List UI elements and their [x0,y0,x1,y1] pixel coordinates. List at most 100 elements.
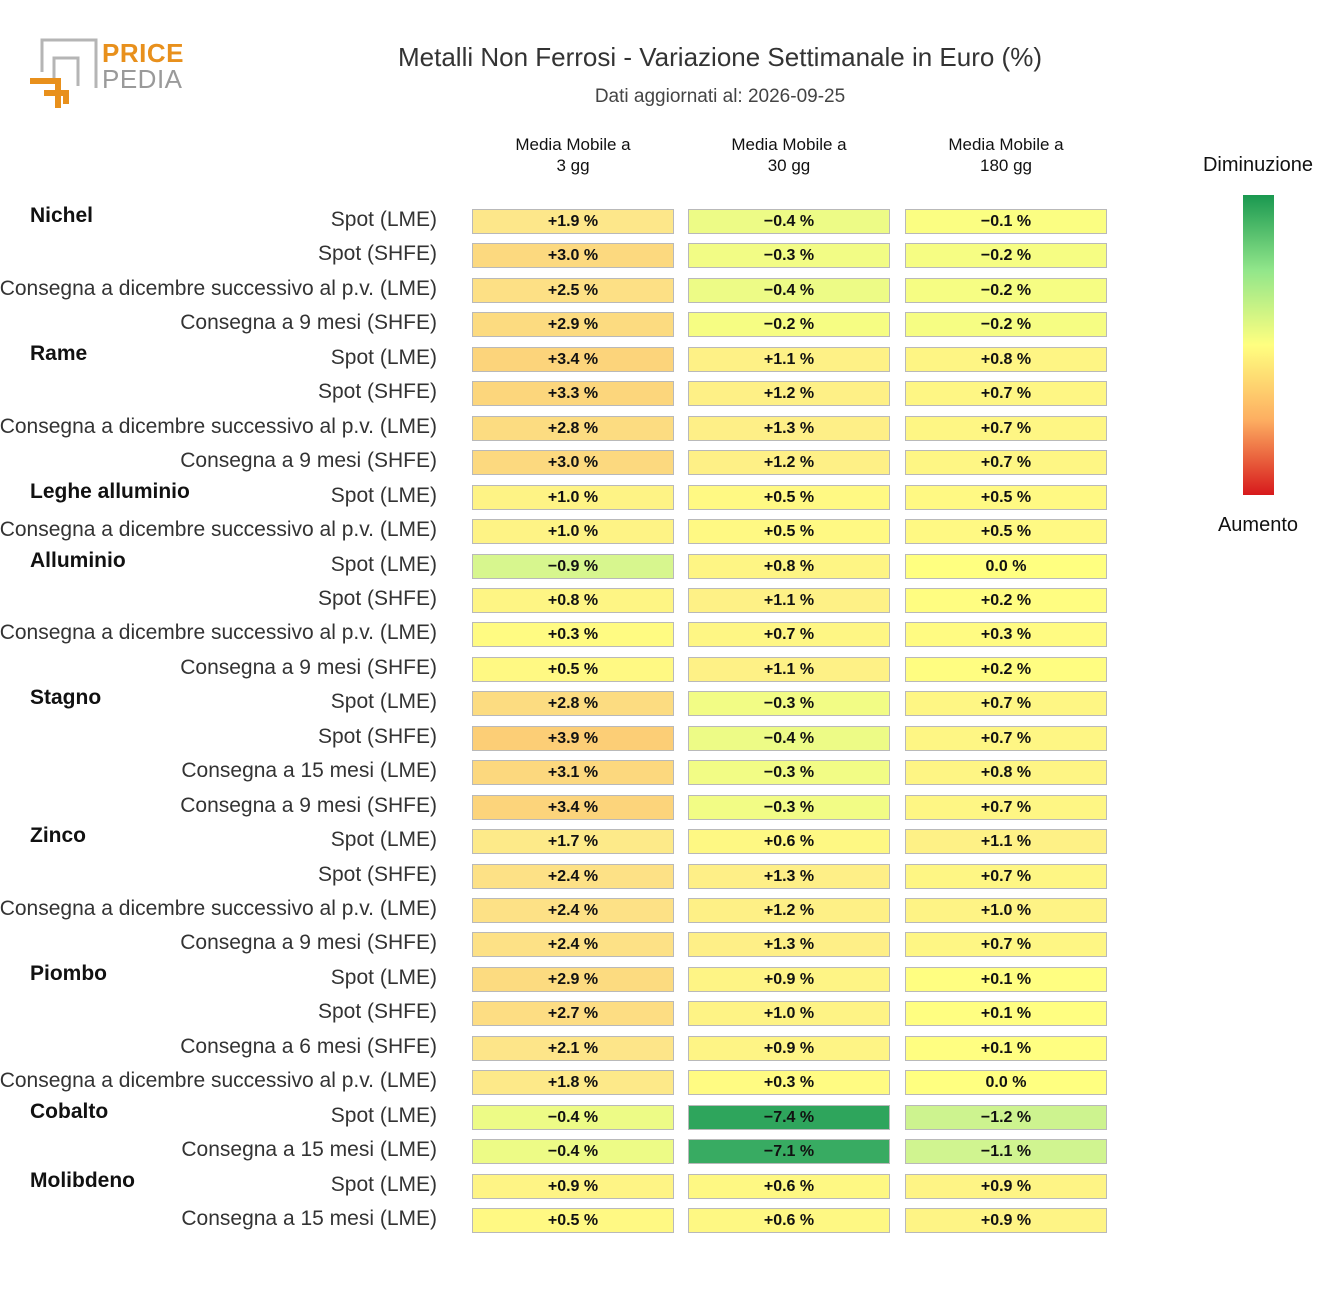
heatmap-cell: +0.3 % [472,622,674,648]
logo-mark-icon [30,38,98,108]
heatmap-cell: +3.1 % [472,760,674,786]
heatmap-cell: +0.7 % [905,725,1107,751]
heatmap-cell: +3.4 % [472,346,674,372]
heatmap-cell: +2.9 % [472,312,674,338]
row-label: Consegna a dicembre successivo al p.v. (… [0,897,437,920]
heatmap-cell: −7.1 % [688,1139,890,1165]
heatmap-cell: +0.2 % [905,587,1107,613]
row-label: Spot (SHFE) [317,1000,437,1024]
heatmap-cell: +0.7 % [688,622,890,648]
row-label: Consegna a dicembre successivo al p.v. (… [0,518,437,542]
heatmap-cell: +0.7 % [905,863,1107,889]
row-label: Consegna a 9 mesi (SHFE) [180,655,437,679]
heatmap-cell: −0.3 % [688,243,890,269]
heatmap-cell: −0.4 % [688,209,890,234]
row-label: Spot (SHFE) [317,242,437,266]
column-header: Media Mobile a 180 gg [948,135,1064,175]
group-label: Piombo [30,961,107,985]
group-label: Zinco [30,824,86,848]
heatmap-cell: −1.2 % [905,1104,1107,1130]
heatmap-cell: +1.2 % [688,898,890,923]
row-label: Spot (LME) [330,1172,437,1196]
heatmap-cell: +3.0 % [472,243,674,269]
heatmap-cell: +1.0 % [688,1001,890,1027]
row-label: Spot (SHFE) [317,862,437,886]
heatmap-cell: +0.5 % [905,484,1107,510]
heatmap-cell: +2.4 % [472,898,674,923]
group-label: Cobalto [30,1099,109,1123]
heatmap-cell: +1.1 % [688,346,890,372]
heatmap-cell: +2.8 % [472,415,674,441]
heatmap-cell: +2.1 % [472,1035,674,1061]
heatmap-cell: +1.3 % [688,863,890,889]
heatmap-cell: +1.1 % [688,587,890,613]
chart-title: Metalli Non Ferrosi - Variazione Settima… [398,42,1042,72]
heatmap-cell: −7.4 % [688,1104,890,1130]
heatmap-cell: +2.4 % [472,863,674,889]
heatmap-cell: +0.8 % [472,587,674,613]
heatmap-cell: +0.5 % [472,656,674,682]
heatmap-cell: +0.5 % [472,1208,674,1234]
heatmap-cell: +0.9 % [905,1208,1107,1234]
row-label: Spot (SHFE) [317,586,437,610]
row-label: Spot (SHFE) [317,380,437,404]
row-label: Spot (LME) [330,483,437,507]
row-label: Spot (LME) [330,690,437,714]
heatmap-cell: +0.7 % [905,691,1107,717]
heatmap-cell: −0.2 % [905,277,1107,303]
heatmap-cell: +0.9 % [472,1173,674,1199]
heatmap-cell: −0.2 % [688,312,890,338]
heatmap-cell: +3.4 % [472,794,674,820]
heatmap-cell: +0.3 % [688,1070,890,1096]
heatmap-cell: +3.9 % [472,725,674,751]
heatmap-cell: −0.1 % [905,209,1107,234]
heatmap-cell: +0.2 % [905,656,1107,682]
legend-bottom-label: Aumento [1217,514,1299,536]
row-label: Consegna a dicembre successivo al p.v. (… [0,414,437,438]
row-label: Consegna a 9 mesi (SHFE) [180,931,437,955]
heatmap-cell: −0.9 % [472,553,674,579]
row-label: Consegna a 15 mesi (LME) [181,1138,437,1162]
row-label: Consegna a dicembre successivo al p.v. (… [0,1069,437,1093]
heatmap-cell: −0.4 % [472,1104,674,1130]
row-label: Consegna a 15 mesi (LME) [181,1207,437,1231]
heatmap-cell: +0.1 % [905,1001,1107,1027]
heatmap-cell: +1.3 % [688,932,890,958]
heatmap-cell: −0.3 % [688,794,890,820]
heatmap-cell: −0.4 % [472,1139,674,1165]
row-label: Spot (SHFE) [317,724,437,748]
heatmap-cell: +0.5 % [688,519,890,545]
heatmap-cell: +2.4 % [472,932,674,958]
heatmap-cell: +0.1 % [905,966,1107,992]
heatmap-cell: +1.2 % [688,381,890,407]
logo-text-price: PRICE [102,38,184,68]
column-header: Media Mobile a 3 gg [515,135,631,175]
heatmap-cell: +0.3 % [905,622,1107,648]
heatmap-cell: +0.7 % [905,381,1107,407]
heatmap-cell: +0.1 % [905,1035,1107,1061]
heatmap-cell: +0.7 % [905,794,1107,820]
logo-text-pedia: PEDIA [102,64,183,94]
group-label: Stagno [30,686,102,710]
heatmap-cell: +2.7 % [472,1001,674,1027]
heatmap-cell: +3.3 % [472,381,674,407]
heatmap-cell: +0.8 % [905,760,1107,786]
heatmap-cell: 0.0 % [905,553,1107,579]
heatmap-cell: +0.6 % [688,1208,890,1234]
heatmap-cell: +0.6 % [688,1173,890,1199]
heatmap-cell: −1.1 % [905,1139,1107,1165]
heatmap-cell: +1.0 % [905,898,1107,923]
row-label: Spot (LME) [330,828,437,852]
legend-color-scale [1243,195,1274,495]
heatmap-cell: +0.8 % [905,346,1107,372]
heatmap-cell: +0.9 % [905,1173,1107,1199]
heatmap-cell: +0.9 % [688,1035,890,1061]
group-label: Rame [30,341,88,365]
group-label: Leghe alluminio [30,479,190,503]
heatmap-cell: +1.9 % [472,209,674,234]
heatmap-cell: +1.1 % [688,656,890,682]
heatmap-cell: +1.8 % [472,1070,674,1096]
heatmap-cell: +0.5 % [688,484,890,510]
heatmap-cell: −0.3 % [688,691,890,717]
heatmap-cell: −0.2 % [905,312,1107,338]
